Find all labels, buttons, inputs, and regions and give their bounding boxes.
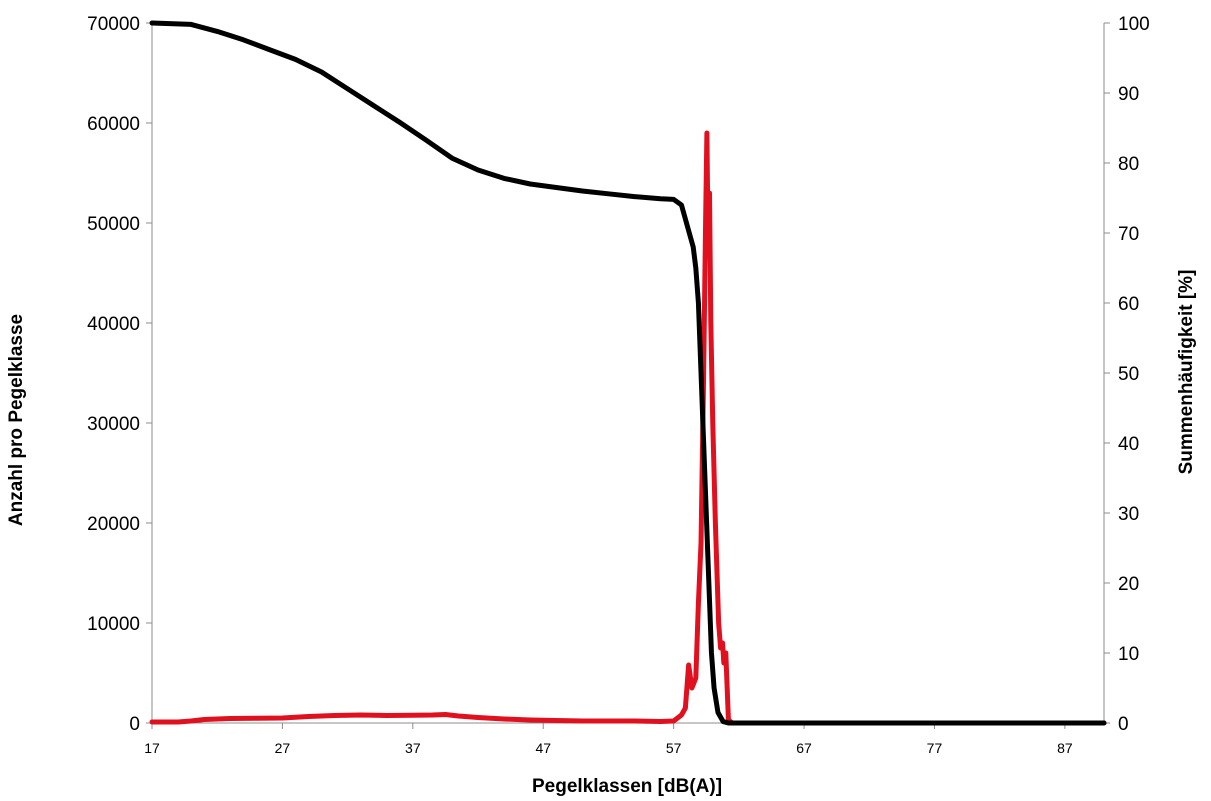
y-tick-label-right-2: 20 — [1118, 574, 1139, 595]
y-tick-label-right-3: 30 — [1118, 504, 1139, 525]
y-tick-label-right-6: 60 — [1118, 294, 1139, 315]
y-tick-label-right-10: 100 — [1118, 14, 1150, 35]
series-group — [149, 20, 1107, 726]
x-tick-label-6: 77 — [927, 740, 943, 756]
y-tick-label-right-0: 0 — [1118, 714, 1129, 735]
x-tick-label-0: 17 — [144, 740, 160, 756]
y-tick-label-right-9: 90 — [1118, 84, 1139, 105]
y-tick-label-left-3: 30000 — [87, 414, 140, 435]
tick-labels: 0 10000 20000 30000 40000 50000 60000 70000 0 10 2… — [87, 14, 1150, 756]
y-tick-label-right-7: 70 — [1118, 224, 1139, 245]
axes — [146, 22, 1110, 729]
x-tick-label-1: 27 — [275, 740, 291, 756]
y-tick-label-left-5: 50000 — [87, 214, 140, 235]
x-tick-label-5: 67 — [796, 740, 812, 756]
y-tick-label-right-5: 50 — [1118, 364, 1139, 385]
y-tick-label-left-0: 0 — [129, 714, 140, 735]
y-tick-label-right-8: 80 — [1118, 154, 1139, 175]
series-line-0 — [149, 130, 1107, 726]
y-tick-label-left-1: 10000 — [87, 614, 140, 635]
y-axis-title-left: Anzahl pro Pegelklasse — [6, 314, 27, 526]
y-tick-label-left-7: 70000 — [87, 14, 140, 35]
y-tick-label-right-4: 40 — [1118, 434, 1139, 455]
x-axis-title: Pegelklassen [dB(A)] — [532, 776, 722, 797]
x-tick-label-2: 37 — [405, 740, 421, 756]
y-tick-label-right-1: 10 — [1118, 644, 1139, 665]
y-tick-label-left-6: 60000 — [87, 114, 140, 135]
y-tick-label-left-2: 20000 — [87, 514, 140, 535]
x-tick-label-4: 57 — [666, 740, 682, 756]
x-tick-label-7: 87 — [1057, 740, 1073, 756]
y-tick-label-left-4: 40000 — [87, 314, 140, 335]
x-tick-label-3: 47 — [535, 740, 551, 756]
y-axis-title-right: Summenhäufigkeit [%] — [1176, 270, 1197, 475]
series-line-1 — [149, 20, 1107, 726]
